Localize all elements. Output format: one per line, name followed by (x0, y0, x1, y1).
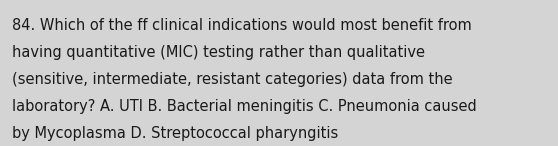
Text: 84. Which of the ff clinical indications would most benefit from: 84. Which of the ff clinical indications… (12, 18, 472, 33)
Text: by Mycoplasma D. Streptococcal pharyngitis: by Mycoplasma D. Streptococcal pharyngit… (12, 126, 339, 141)
Text: (sensitive, intermediate, resistant categories) data from the: (sensitive, intermediate, resistant cate… (12, 72, 453, 87)
Text: laboratory? A. UTI B. Bacterial meningitis C. Pneumonia caused: laboratory? A. UTI B. Bacterial meningit… (12, 99, 477, 114)
Text: having quantitative (MIC) testing rather than qualitative: having quantitative (MIC) testing rather… (12, 45, 425, 60)
